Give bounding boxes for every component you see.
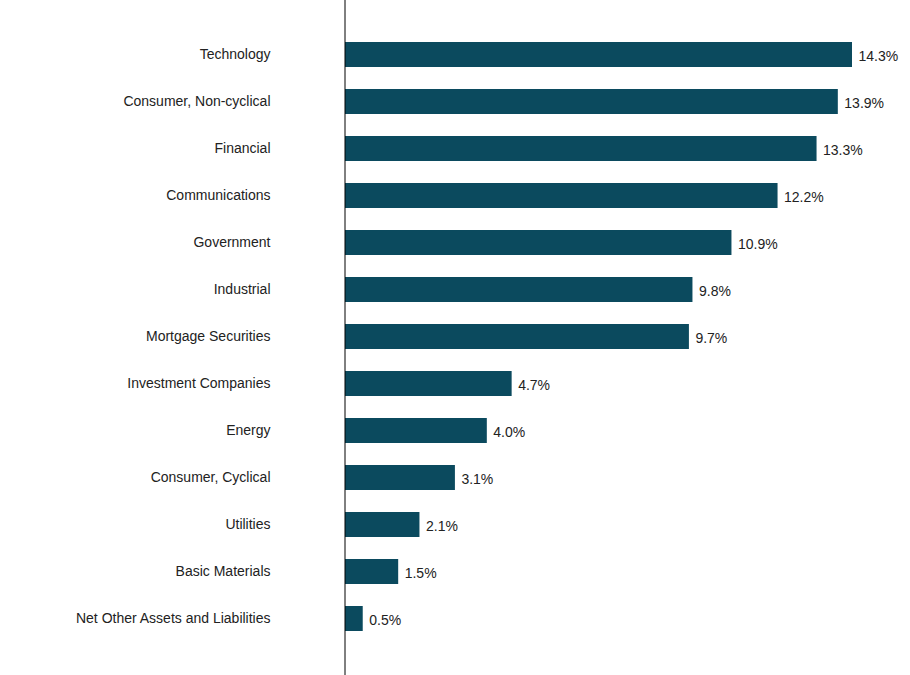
svg-text:Net Other Assets and Liabiliti: Net Other Assets and Liabilities [76, 610, 271, 626]
svg-text:9.8%: 9.8% [699, 283, 731, 299]
svg-text:4.0%: 4.0% [493, 424, 525, 440]
svg-text:Utilities: Utilities [225, 516, 270, 532]
svg-text:4.7%: 4.7% [518, 377, 550, 393]
svg-text:Energy: Energy [226, 422, 270, 438]
svg-text:13.3%: 13.3% [823, 142, 863, 158]
svg-text:Communications: Communications [166, 187, 270, 203]
svg-text:1.5%: 1.5% [405, 565, 437, 581]
svg-text:12.2%: 12.2% [784, 189, 824, 205]
svg-text:3.1%: 3.1% [461, 471, 493, 487]
svg-text:Government: Government [193, 234, 270, 250]
svg-text:Consumer, Non-cyclical: Consumer, Non-cyclical [123, 93, 270, 109]
svg-text:Investment Companies: Investment Companies [127, 375, 270, 391]
svg-text:13.9%: 13.9% [844, 95, 884, 111]
svg-text:Mortgage Securities: Mortgage Securities [146, 328, 271, 344]
svg-text:9.7%: 9.7% [695, 330, 727, 346]
svg-text:Basic Materials: Basic Materials [176, 563, 271, 579]
svg-text:14.3%: 14.3% [859, 48, 899, 64]
svg-text:Industrial: Industrial [214, 281, 271, 297]
svg-text:Consumer, Cyclical: Consumer, Cyclical [151, 469, 271, 485]
svg-text:Technology: Technology [200, 46, 271, 62]
svg-text:10.9%: 10.9% [738, 236, 778, 252]
svg-text:Financial: Financial [214, 140, 270, 156]
svg-text:2.1%: 2.1% [426, 518, 458, 534]
svg-text:0.5%: 0.5% [369, 612, 401, 628]
